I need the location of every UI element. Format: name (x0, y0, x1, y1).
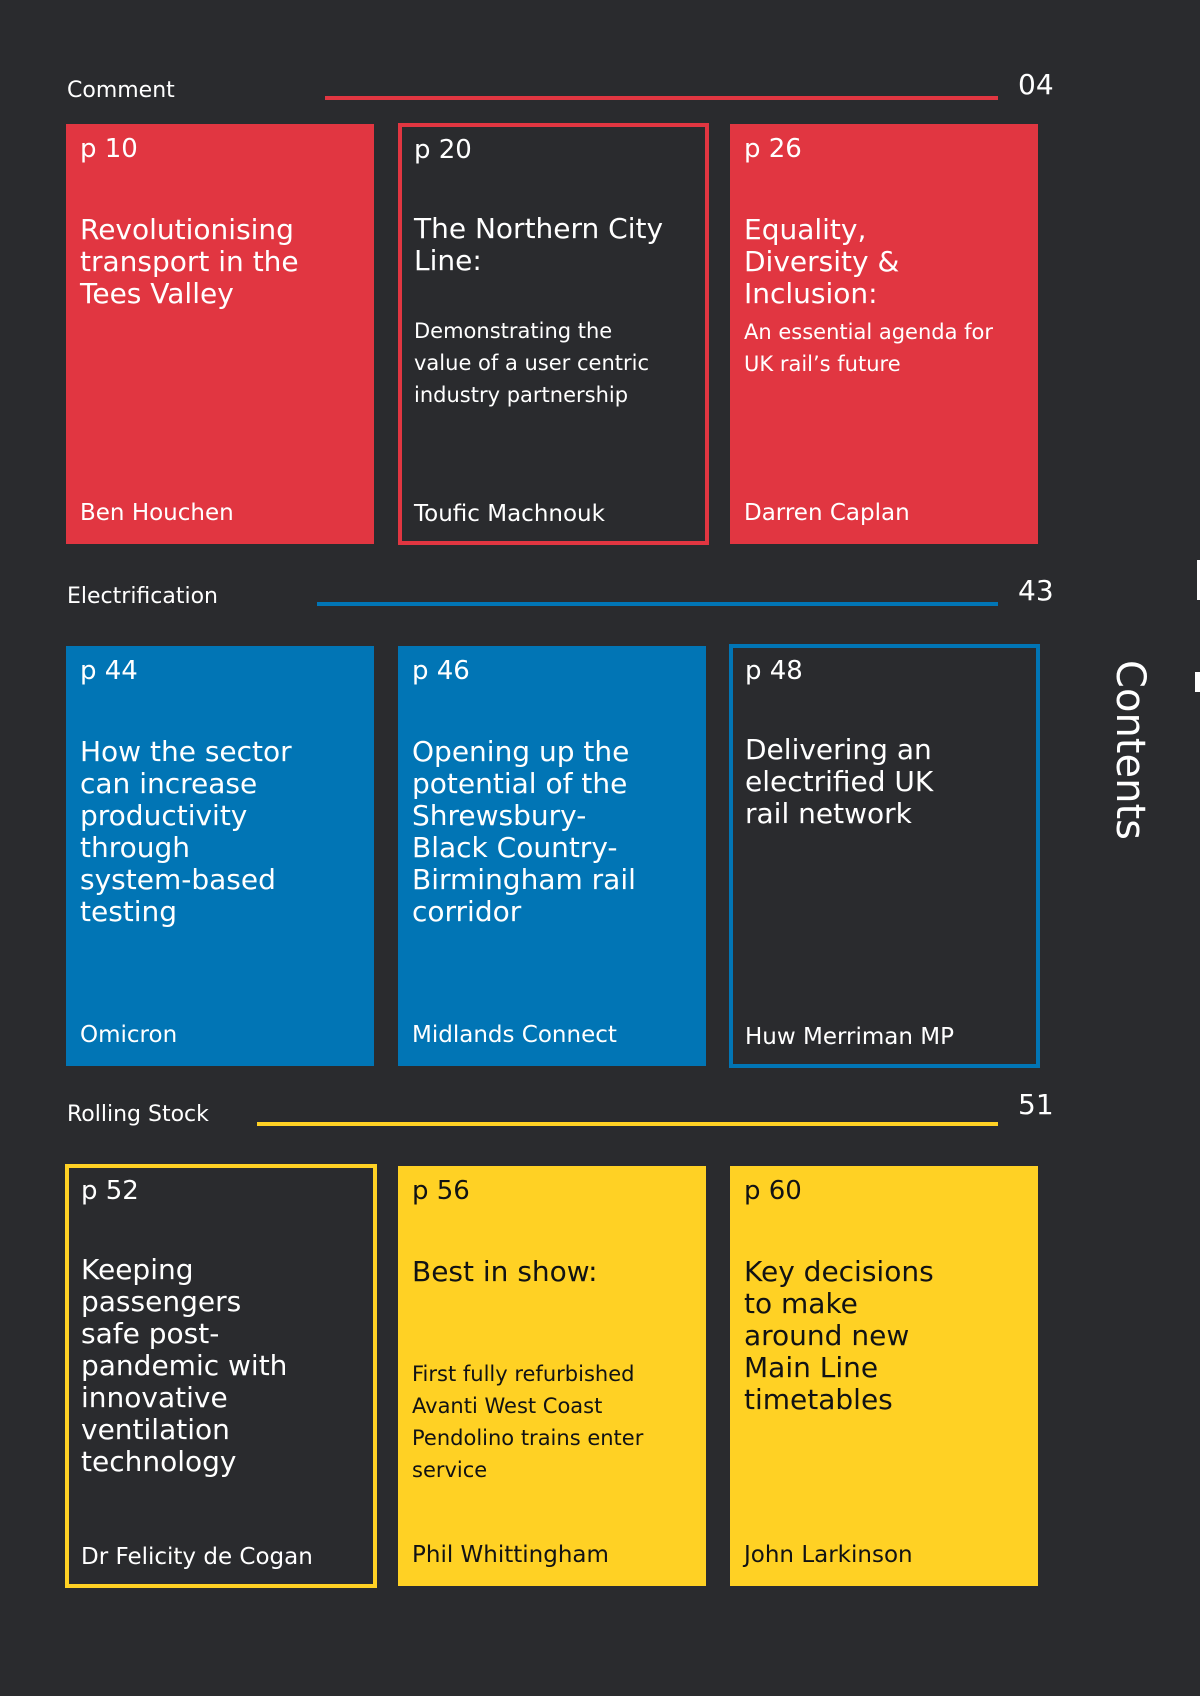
article-subtitle: First fully refurbished Avanti West Coas… (412, 1362, 644, 1482)
article-card[interactable]: p 60 Key decisions to make around new Ma… (730, 1166, 1038, 1586)
article-card[interactable]: p 26 Equality, Diversity & Inclusion: An… (730, 124, 1038, 544)
article-author: John Larkinson (744, 1542, 913, 1568)
article-title: Keeping passengers safe post-pandemic wi… (81, 1253, 288, 1478)
article-subtitle: An essential agenda for UK rail’s future (744, 320, 994, 376)
article-author: Darren Caplan (744, 500, 910, 526)
section-header-comment: Comment 04 (0, 68, 1200, 116)
section-page-number: 51 (1018, 1088, 1054, 1121)
page-number: p 48 (745, 656, 803, 686)
page-number: p 26 (744, 134, 802, 164)
article-title: Equality, Diversity & Inclusion: (744, 213, 900, 310)
section-divider (325, 96, 998, 100)
page-number: p 52 (81, 1176, 139, 1206)
article-author: Toufic Machnouk (414, 501, 605, 527)
section-header-electrification: Electrification 43 (0, 574, 1200, 624)
contents-side-title: Contents (1107, 660, 1153, 840)
article-card[interactable]: p 20 The Northern City Line: Demonstrati… (398, 123, 709, 545)
article-title: Key decisions to make around new Main Li… (744, 1255, 934, 1416)
article-card[interactable]: p 44 How the sector can increase product… (66, 646, 374, 1066)
page-number: p 10 (80, 134, 138, 164)
section-divider (317, 602, 998, 606)
section-divider (257, 1122, 998, 1126)
page-number: p 46 (412, 656, 470, 686)
section-page-number: 04 (1018, 68, 1054, 101)
article-card[interactable]: p 46 Opening up the potential of the Shr… (398, 646, 706, 1066)
edge-decoration (1195, 672, 1200, 692)
section-label: Electrification (67, 584, 219, 609)
article-subtitle: Demonstrating the value of a user centri… (414, 319, 649, 407)
section-header-rolling-stock: Rolling Stock 51 (0, 1088, 1200, 1140)
article-card[interactable]: p 52 Keeping passengers safe post-pandem… (65, 1164, 377, 1588)
article-author: Ben Houchen (80, 500, 234, 526)
article-card[interactable]: p 10 Revolutionising transport in the Te… (66, 124, 374, 544)
section-label: Rolling Stock (67, 1102, 209, 1127)
section-label: Comment (67, 78, 175, 103)
article-title: Opening up the potential of the Shrewsbu… (412, 735, 636, 928)
edge-decoration (1197, 560, 1200, 600)
article-card[interactable]: p 48 Delivering an electrified UK rail n… (729, 644, 1040, 1068)
page-number: p 44 (80, 656, 138, 686)
article-title: Revolutionising transport in the Tees Va… (80, 213, 299, 310)
article-card[interactable]: p 56 Best in show: First fully refurbish… (398, 1166, 706, 1586)
article-author: Midlands Connect (412, 1022, 617, 1048)
article-title: Delivering an electrified UK rail networ… (745, 733, 934, 830)
article-title: The Northern City Line: (414, 212, 664, 277)
article-author: Huw Merriman MP (745, 1024, 954, 1050)
page-number: p 56 (412, 1176, 470, 1206)
section-page-number: 43 (1018, 574, 1054, 607)
article-title: How the sector can increase productivity… (80, 735, 292, 928)
article-author: Phil Whittingham (412, 1542, 609, 1568)
page-number: p 60 (744, 1176, 802, 1206)
article-author: Dr Felicity de Cogan (81, 1544, 313, 1570)
page-number: p 20 (414, 135, 472, 165)
article-title: Best in show: (412, 1255, 598, 1288)
article-author: Omicron (80, 1022, 178, 1048)
